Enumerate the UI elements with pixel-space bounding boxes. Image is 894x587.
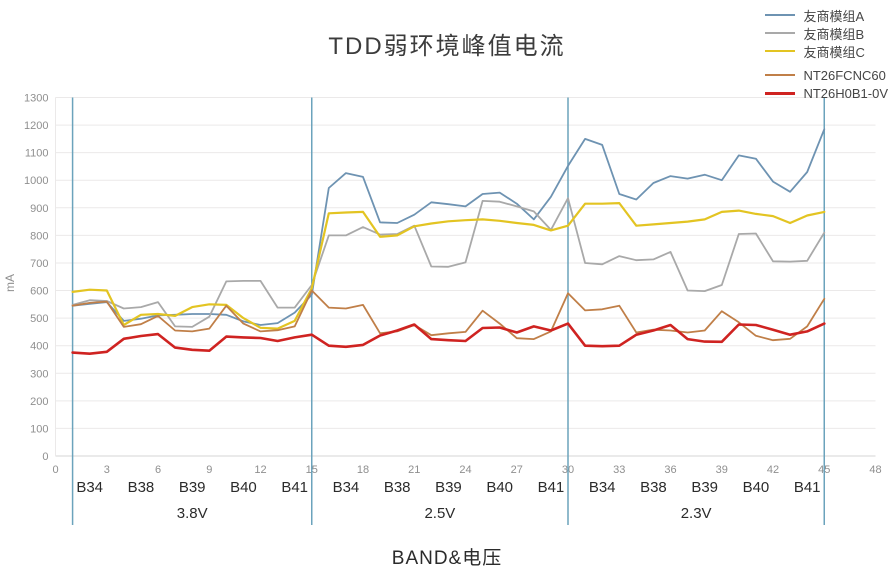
band-label-2-B39: B39	[179, 479, 206, 496]
y-tick-label-400: 400	[30, 341, 48, 353]
x-tick-label-24: 24	[459, 464, 471, 476]
x-tick-label-42: 42	[767, 464, 779, 476]
x-tick-label-21: 21	[408, 464, 420, 476]
band-label-6-B38: B38	[384, 479, 411, 496]
legend-label: 友商模组C	[803, 44, 865, 60]
y-tick-label-1200: 1200	[24, 120, 48, 132]
band-label-1-B38: B38	[128, 479, 155, 496]
series-d-line-swatch	[765, 74, 796, 76]
series-line-0-友商模组A	[71, 128, 826, 326]
voltage-label-2.5V: 2.5V	[424, 505, 455, 522]
voltage-label-2.3V: 2.3V	[681, 505, 712, 522]
y-tick-label-300: 300	[30, 368, 48, 380]
x-tick-label-6: 6	[155, 464, 161, 476]
y-tick-label-1000: 1000	[24, 175, 48, 187]
series-a-line-swatch	[765, 14, 796, 16]
x-tick-label-0: 0	[52, 464, 58, 476]
band-label-0-B34: B34	[76, 479, 103, 496]
legend-label: 友商模组A	[803, 8, 865, 24]
y-tick-label-100: 100	[30, 423, 48, 435]
series-line-4-NT26H0B1-0V	[71, 322, 826, 356]
x-tick-label-39: 39	[716, 464, 728, 476]
y-axis-unit-label: mA	[3, 274, 17, 292]
legend-item-series-c: 友商模组C	[765, 42, 888, 60]
legend-item-series-b: 友商模组B	[765, 24, 888, 42]
voltage-label-3.8V: 3.8V	[177, 505, 208, 522]
y-tick-label-0: 0	[42, 451, 48, 463]
legend-item-series-d: NT26FCNC60	[765, 66, 888, 84]
series-c-line-swatch	[765, 50, 796, 52]
x-axis-title: BAND&电压	[391, 548, 503, 569]
x-tick-label-36: 36	[664, 464, 676, 476]
x-tick-label-12: 12	[254, 464, 266, 476]
band-label-3-B40: B40	[230, 479, 257, 496]
series-line-2-友商模组C	[71, 202, 826, 330]
series-line-3-NT26FCNC60	[71, 289, 826, 342]
series-line-1-友商模组B	[71, 197, 826, 328]
band-label-14-B41: B41	[794, 479, 821, 496]
legend-label: NT26FCNC60	[803, 67, 886, 83]
legend-item-series-a: 友商模组A	[765, 6, 888, 24]
y-tick-label-500: 500	[30, 313, 48, 325]
band-label-8-B40: B40	[486, 479, 513, 496]
series-e-line-swatch	[765, 91, 796, 95]
legend: 友商模组A 友商模组B 友商模组C NT26FCNC60 NT26H0B1-0V	[765, 6, 888, 102]
band-label-13-B40: B40	[743, 479, 770, 496]
x-tick-label-33: 33	[613, 464, 625, 476]
y-tick-label-700: 700	[30, 258, 48, 270]
legend-label: NT26H0B1-0V	[803, 85, 888, 101]
series-b-line-swatch	[765, 32, 796, 34]
x-tick-label-9: 9	[206, 464, 212, 476]
y-tick-label-800: 800	[30, 230, 48, 242]
x-tick-label-18: 18	[357, 464, 369, 476]
x-tick-label-3: 3	[104, 464, 110, 476]
band-label-9-B41: B41	[538, 479, 565, 496]
chart-title: TDD弱环境峰值电流	[328, 33, 566, 60]
band-label-11-B38: B38	[640, 479, 667, 496]
band-label-7-B39: B39	[435, 479, 462, 496]
y-tick-label-1100: 1100	[25, 148, 49, 160]
legend-item-series-e: NT26H0B1-0V	[765, 84, 888, 102]
y-tick-label-1300: 1300	[24, 93, 48, 105]
y-tick-label-600: 600	[30, 286, 48, 298]
band-label-12-B39: B39	[691, 479, 718, 496]
band-label-10-B34: B34	[589, 479, 616, 496]
x-tick-label-48: 48	[869, 464, 881, 476]
y-tick-label-900: 900	[30, 203, 48, 215]
legend-label: 友商模组B	[803, 26, 865, 42]
band-label-4-B41: B41	[281, 479, 308, 496]
y-tick-label-200: 200	[30, 396, 48, 408]
band-label-5-B34: B34	[333, 479, 360, 496]
x-tick-label-27: 27	[511, 464, 523, 476]
